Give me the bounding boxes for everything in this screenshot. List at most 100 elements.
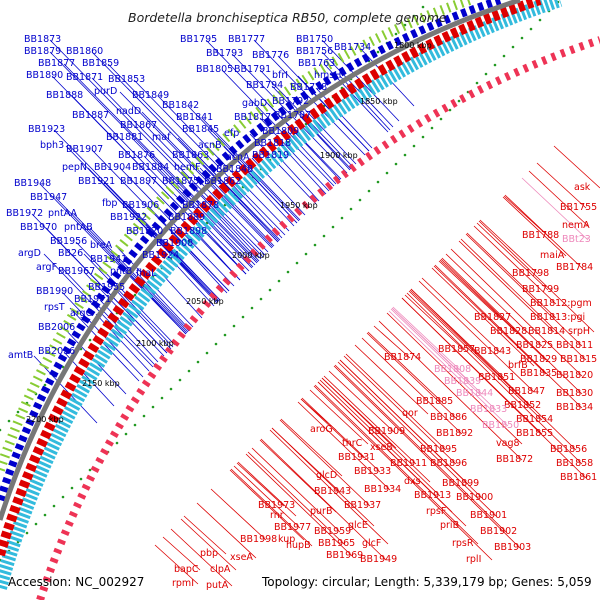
forward-gene-leader xyxy=(43,253,154,368)
reverse-gene-leader xyxy=(196,502,257,559)
forward-gene-leader xyxy=(253,39,366,156)
reverse-gene-label: BB1812:pgm xyxy=(530,298,592,309)
reverse-gene-label: BB1937 xyxy=(344,500,381,511)
reverse-gene-label: BB1799 xyxy=(522,284,559,295)
forward-gene-leader xyxy=(161,273,203,319)
ring-dot xyxy=(484,72,488,76)
reverse-gene-leader xyxy=(354,344,429,415)
reverse-gene-leader xyxy=(313,385,493,561)
reverse-gene-label: BB1911 xyxy=(390,458,427,469)
forward-gene-label: BB1871 xyxy=(66,72,103,83)
reverse-gene-label: BB1855 xyxy=(516,428,553,439)
reverse-gene-leader xyxy=(251,447,341,533)
rna-gene-label: BB1844 xyxy=(456,388,493,399)
reverse-gene-leader xyxy=(183,515,227,555)
ring-dot xyxy=(475,81,479,85)
reverse-gene-label: thrC xyxy=(342,438,363,449)
reverse-gene-label: BB1959 xyxy=(314,526,351,537)
forward-gene-label: BB1763 xyxy=(298,58,335,69)
rna-gene-label: BBt23 xyxy=(562,234,591,245)
ring-dot xyxy=(376,180,380,184)
reverse-gene-leader xyxy=(343,355,457,465)
reverse-gene-label: ask xyxy=(574,182,591,193)
kbp-tick-label: 2200 kbp xyxy=(26,415,64,424)
reverse-gene-leader xyxy=(434,264,583,409)
reverse-gene-label: BB1901 xyxy=(470,510,507,521)
reverse-gene-leader xyxy=(367,331,443,403)
ring-dot xyxy=(124,432,128,436)
ring-dot xyxy=(178,378,182,382)
forward-gene-leader xyxy=(249,133,317,205)
ring-dot xyxy=(169,387,173,391)
ring-dot xyxy=(349,207,353,211)
reverse-gene-leader xyxy=(431,267,535,367)
forward-gene-label: BB1941 xyxy=(90,254,127,265)
reverse-gene-leader xyxy=(300,398,365,459)
forward-gene-label: BB1867 xyxy=(120,120,157,131)
reverse-gene-label: BB1813:pgi xyxy=(530,312,585,323)
forward-gene-label: bph3 xyxy=(40,140,64,151)
reverse-gene-label: BB1977 xyxy=(274,522,311,533)
forward-gene-label: BB1972 xyxy=(6,208,43,219)
ring-dot xyxy=(439,117,443,121)
reverse-strand-track xyxy=(0,0,542,557)
forward-gene-leader xyxy=(133,79,286,236)
ring-dot xyxy=(88,338,92,342)
ring-dot xyxy=(403,153,407,157)
reverse-gene-leader xyxy=(237,461,297,517)
reverse-gene-label: priB xyxy=(440,520,459,531)
ring-dot xyxy=(151,405,155,409)
rna-gene-label: BB1839 xyxy=(444,376,481,387)
forward-gene-label: BB1898 xyxy=(170,226,207,237)
forward-gene-label: fbp xyxy=(102,198,117,209)
reverse-gene-label: kup xyxy=(278,534,295,545)
reverse-gene-label: BB1900 xyxy=(456,492,493,503)
forward-gene-label: gabD xyxy=(242,98,267,109)
reverse-gene-leader xyxy=(334,364,507,533)
reverse-gene-label: BB1874 xyxy=(384,352,421,363)
reverse-gene-leader xyxy=(401,297,587,479)
reverse-gene-label: BB1969 xyxy=(326,550,363,561)
forward-gene-label: BB1841 xyxy=(176,112,213,123)
kbp-ticks: 1800 kbp 1850 kbp 1900 kbp 1950 kbp 2000 kbp… xyxy=(26,41,432,424)
forward-gene-label: BB1873 xyxy=(24,34,61,45)
feature-dots xyxy=(0,0,560,562)
ring-dot xyxy=(43,383,47,387)
forward-gene-label: acnB xyxy=(198,140,222,151)
reverse-gene-leader xyxy=(280,418,343,477)
ring-dot xyxy=(421,135,425,139)
forward-gene-label: BB1791 xyxy=(234,64,271,75)
forward-gene-label: BB1877 xyxy=(38,58,75,69)
forward-gene-label: BB1793 xyxy=(206,48,243,59)
reverse-gene-leader xyxy=(247,451,345,545)
reverse-gene-leader xyxy=(301,397,381,473)
reverse-gene-leader xyxy=(345,353,447,451)
ring-dot xyxy=(511,45,515,49)
forward-gene-label: BB2006 xyxy=(38,322,75,333)
reverse-gene-label: BB1784 xyxy=(556,262,593,273)
reverse-gene-label: BB1861 xyxy=(560,472,597,483)
reverse-gene-leader xyxy=(466,232,557,319)
forward-gene-leader xyxy=(119,91,273,249)
forward-gene-label: BB1795 xyxy=(180,34,217,45)
ring-dot xyxy=(43,513,47,517)
reverse-gene-label: rpsF xyxy=(426,506,446,517)
ring-dot xyxy=(331,225,335,229)
ring-dot xyxy=(502,54,506,58)
reverse-gene-label: BB1852 xyxy=(504,400,541,411)
forward-gene-label: BB1849 xyxy=(132,90,169,101)
reverse-gene-label: putA xyxy=(206,580,229,591)
reverse-gene-leader xyxy=(236,462,285,507)
reverse-gene-label: BB1830 xyxy=(556,388,593,399)
forward-gene-label: BB1750 xyxy=(296,34,333,45)
reverse-gene-label: BB1903 xyxy=(494,542,531,553)
forward-gene-label: hmsH xyxy=(314,70,341,81)
reverse-gene-label: BB1835 xyxy=(520,368,557,379)
reverse-gene-label: BB1949 xyxy=(360,554,397,565)
reverse-gene-leader xyxy=(458,240,555,333)
forward-gene-label: BB1888 xyxy=(46,90,83,101)
forward-gene-label: amtB xyxy=(8,350,33,361)
